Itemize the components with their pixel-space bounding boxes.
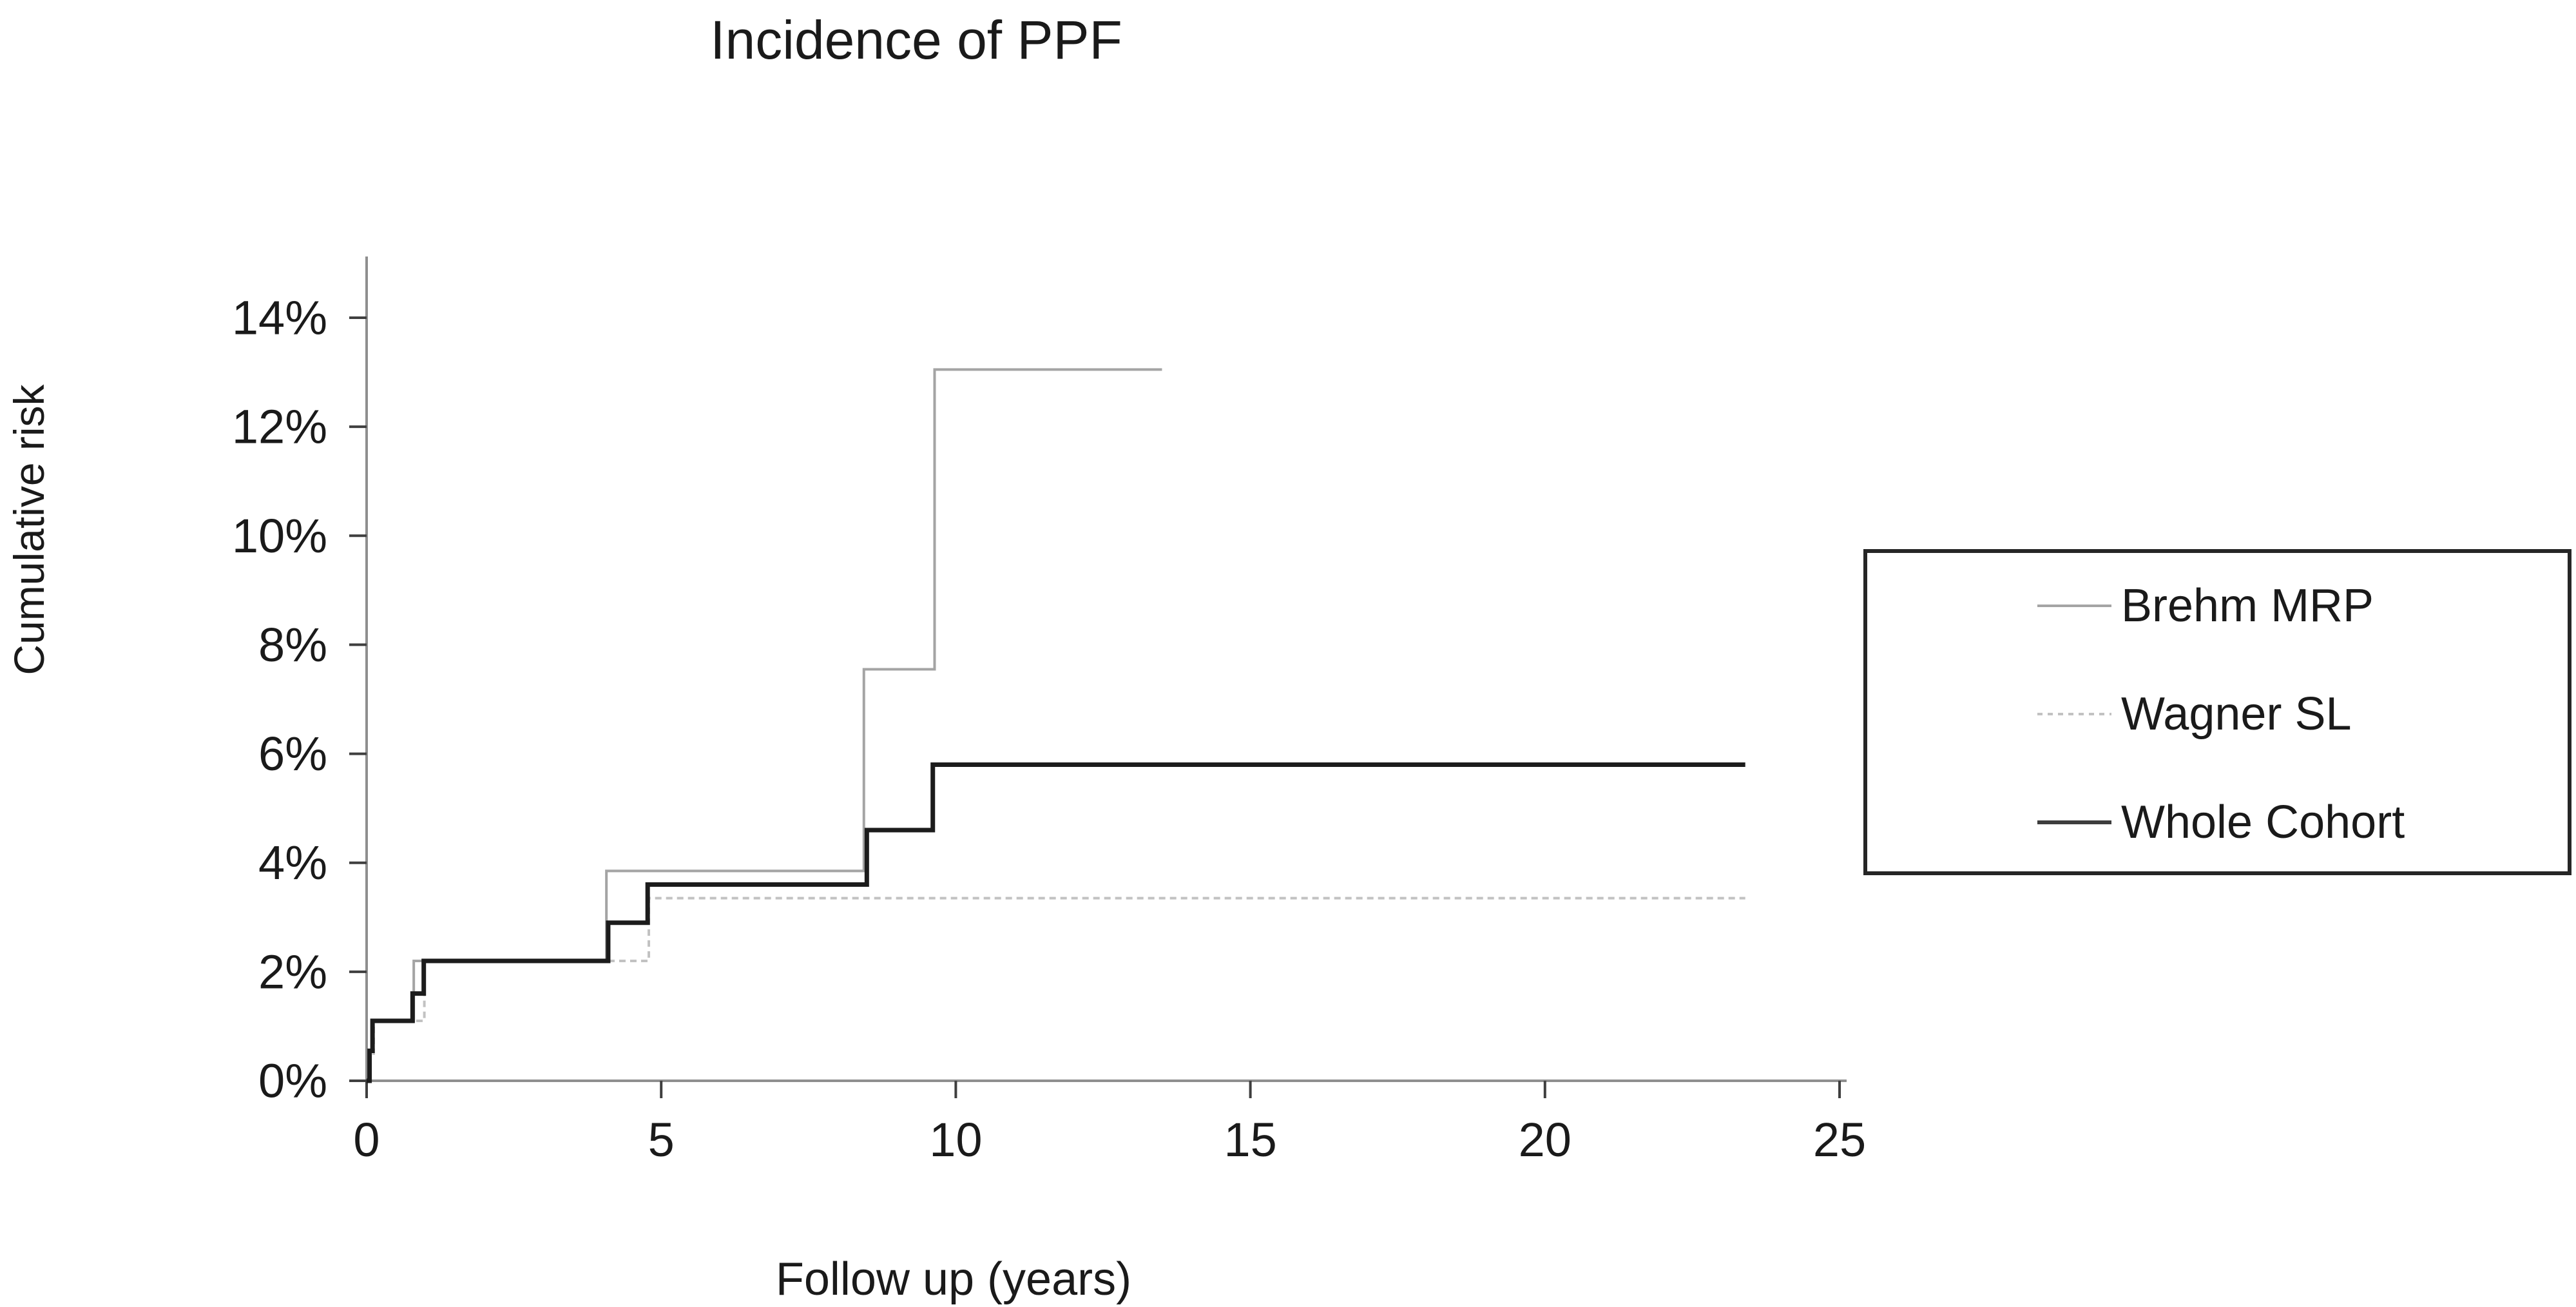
- x-tick-label: 25: [1813, 1113, 1866, 1167]
- legend-label-brehm-mrp: Brehm MRP: [2121, 580, 2374, 632]
- y-tick-label: 4%: [258, 836, 327, 889]
- x-tick-label: 15: [1224, 1113, 1276, 1167]
- legend-label-whole-cohort: Whole Cohort: [2121, 797, 2405, 848]
- y-tick-label: 14%: [232, 291, 327, 345]
- x-tick-label: 20: [1519, 1113, 1572, 1167]
- x-tick-label: 0: [353, 1113, 380, 1167]
- legend-label-wagner-sl: Wagner SL: [2121, 688, 2352, 740]
- whole-cohort-line: [367, 762, 1745, 1083]
- y-tick-label: 0%: [258, 1054, 327, 1108]
- chart-title: Incidence of PPF: [710, 10, 1122, 70]
- x-tick-label: 5: [648, 1113, 675, 1167]
- y-tick-label: 2%: [258, 945, 327, 998]
- wagner-sl-line: [367, 896, 1745, 1082]
- legend-box: [1863, 549, 2571, 875]
- x-axis-title: Follow up (years): [775, 1254, 1132, 1305]
- y-tick-label: 8%: [258, 618, 327, 672]
- y-tick-label: 12%: [232, 400, 327, 454]
- x-tick-label: 10: [929, 1113, 982, 1167]
- y-tick-label: 6%: [258, 727, 327, 780]
- y-tick-label: 10%: [232, 509, 327, 563]
- brehm-mrp-line: [367, 368, 1162, 1082]
